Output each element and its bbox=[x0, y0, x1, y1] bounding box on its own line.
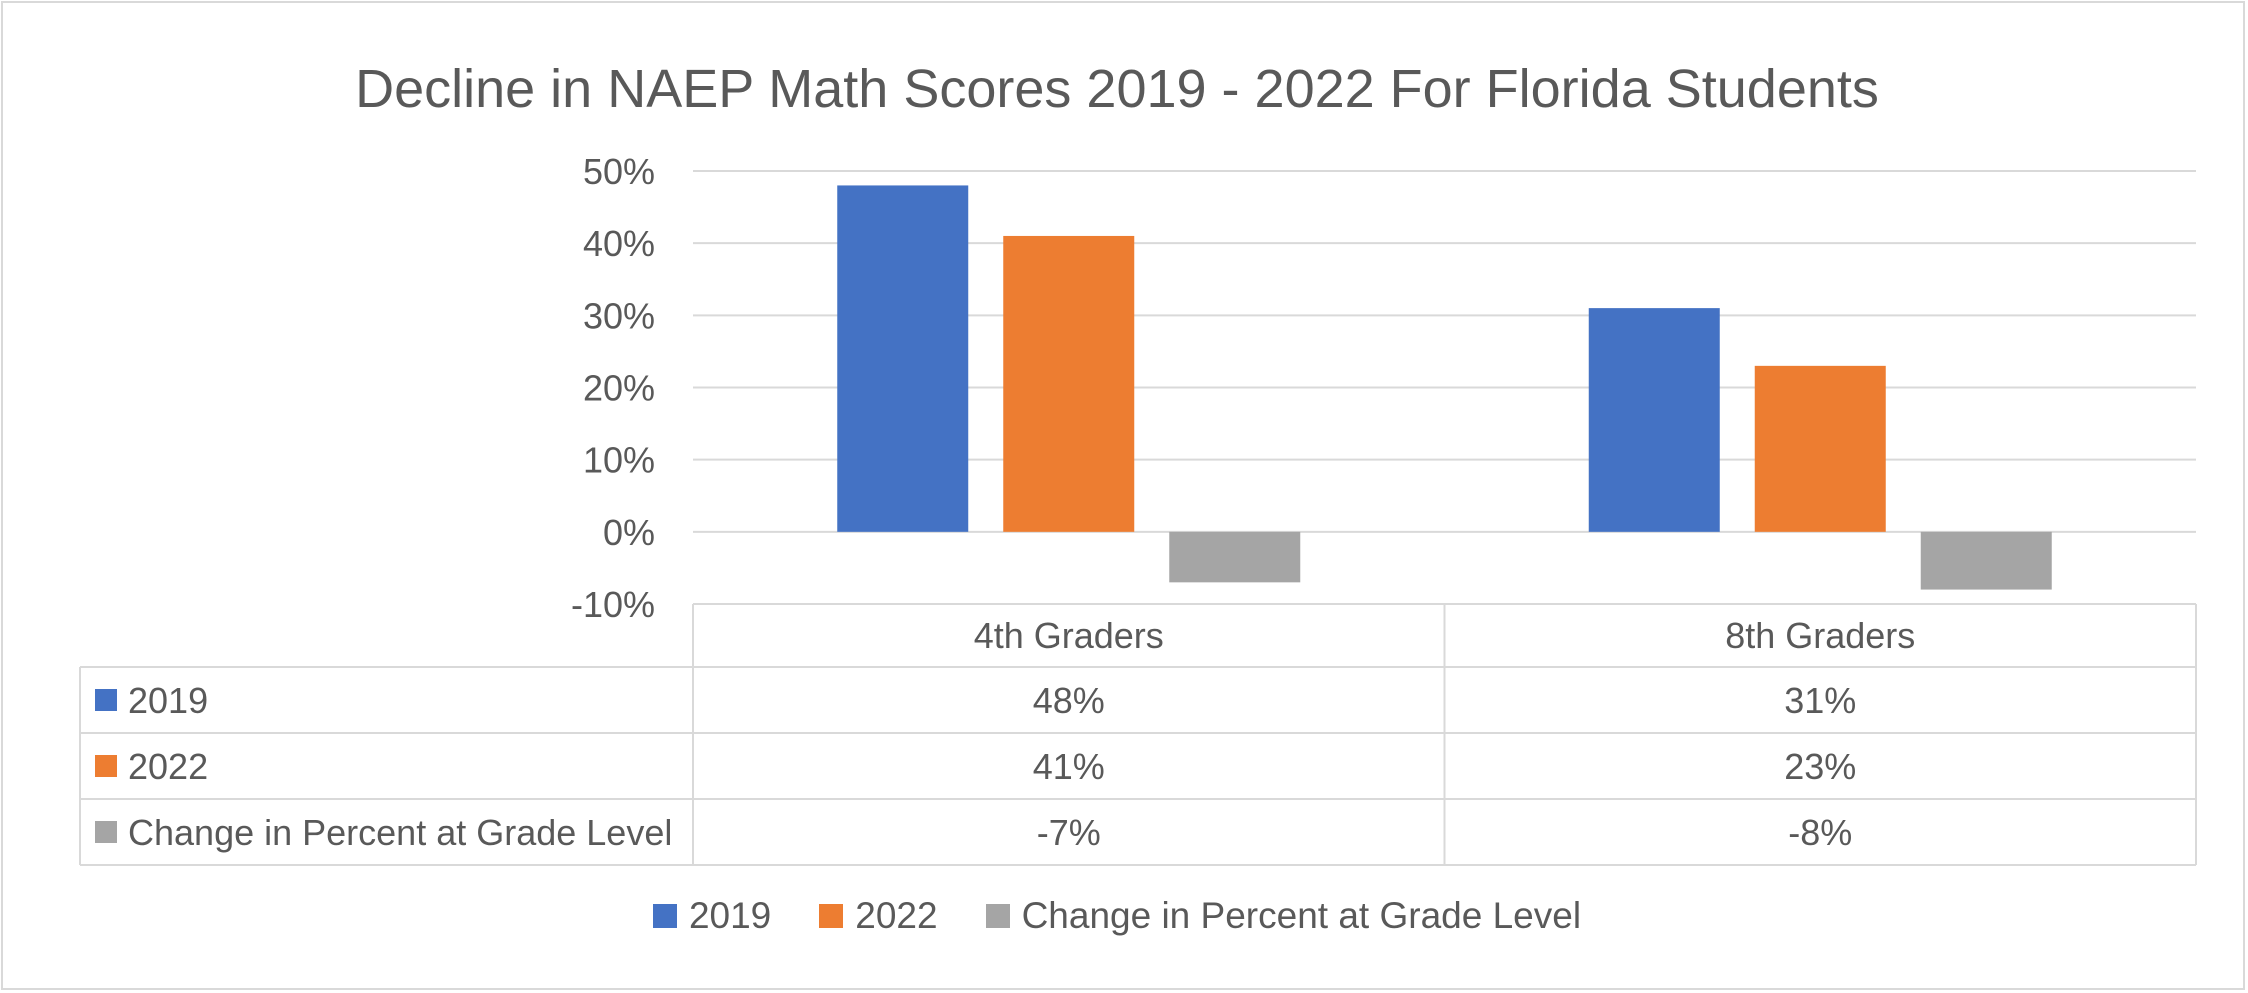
data-label: 48% bbox=[1033, 680, 1105, 721]
data-label: -7% bbox=[1037, 812, 1101, 853]
bar bbox=[1169, 531, 1301, 583]
data-label: 31% bbox=[1784, 680, 1856, 721]
legend-item: Change in Percent at Grade Level bbox=[985, 895, 1582, 937]
bar bbox=[1588, 308, 1720, 532]
y-tick-label: 10% bbox=[583, 440, 655, 481]
table-legend-key bbox=[95, 755, 117, 777]
y-tick-label: 20% bbox=[583, 368, 655, 409]
table-legend-key bbox=[95, 689, 117, 711]
legend-item: 2019 bbox=[652, 895, 772, 937]
legend-item: 2022 bbox=[819, 895, 938, 937]
legend-swatch bbox=[819, 904, 844, 928]
table-category-header: 4th Graders bbox=[974, 615, 1164, 656]
y-tick-label: -10% bbox=[571, 584, 655, 625]
legend: 2019 2022 Change in Percent at Grade Level bbox=[0, 895, 2234, 937]
legend-label: 2022 bbox=[855, 895, 938, 936]
legend-label: Change in Percent at Grade Level bbox=[1021, 895, 1582, 936]
chart-plot: 50% 40% 30% 20% 10% 0% -10% 4th Graders 8th Grad… bbox=[79, 151, 2197, 866]
legend-swatch bbox=[985, 904, 1010, 928]
legend-label: 2019 bbox=[688, 895, 772, 936]
table-row-label: Change in Percent at Grade Level bbox=[128, 812, 672, 853]
table-row-label: 2022 bbox=[128, 746, 208, 787]
y-tick-label: 0% bbox=[603, 512, 655, 553]
bar bbox=[837, 185, 969, 532]
data-label: 23% bbox=[1784, 746, 1856, 787]
table-row-label: 2019 bbox=[128, 680, 208, 721]
chart-title: Decline in NAEP Math Scores 2019 - 2022 … bbox=[355, 59, 1879, 119]
legend-swatch bbox=[652, 904, 677, 928]
bar bbox=[1003, 235, 1135, 532]
data-label: -8% bbox=[1788, 812, 1852, 853]
y-tick-label: 40% bbox=[583, 223, 655, 264]
table-legend-key bbox=[95, 821, 117, 843]
y-tick-label: 50% bbox=[583, 151, 655, 192]
bar bbox=[1920, 531, 2052, 590]
data-label: 41% bbox=[1033, 746, 1105, 787]
y-tick-label: 30% bbox=[583, 295, 655, 336]
table-category-header: 8th Graders bbox=[1725, 615, 1915, 656]
bar bbox=[1754, 365, 1886, 532]
